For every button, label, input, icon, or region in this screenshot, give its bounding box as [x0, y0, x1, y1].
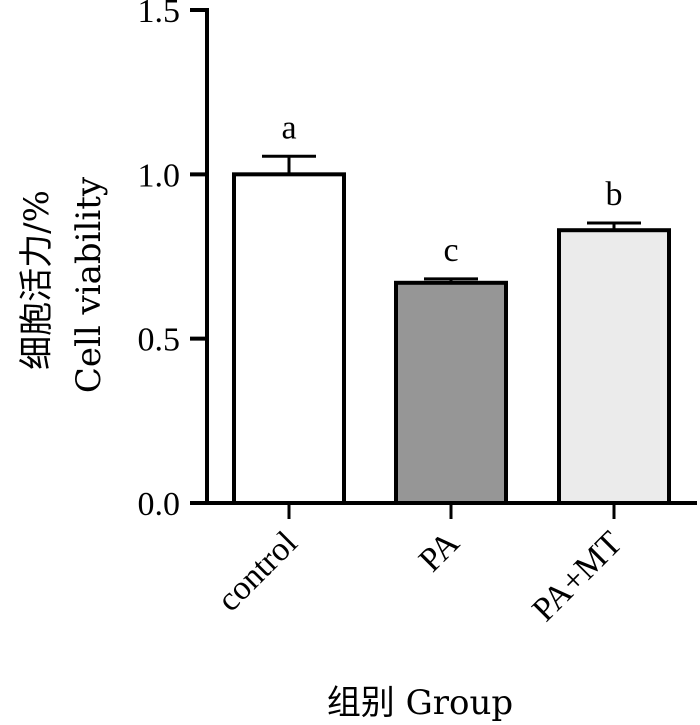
y-tick-label: 1.0 — [138, 157, 181, 194]
x-tick-label: control — [210, 524, 304, 618]
significance-label: a — [281, 109, 296, 146]
significance-label: b — [606, 176, 623, 213]
x-tick-label: PA — [412, 524, 467, 579]
bar-control — [232, 172, 346, 505]
y-axis-title-english: Cell viability — [69, 176, 109, 393]
y-tick-label: 0.5 — [138, 322, 181, 359]
significance-labels-layer: a c b — [281, 109, 622, 269]
y-ticks-layer: 0.0 0.5 1.0 1.5 — [138, 0, 207, 523]
y-tick-label: 0.0 — [138, 486, 181, 523]
bar-pa-mt — [557, 228, 671, 505]
x-axis-title: 组别 Group — [327, 683, 513, 723]
y-tick-label: 1.5 — [138, 0, 181, 30]
x-tick-label: PA+MT — [525, 524, 629, 628]
x-ticks-layer: control PA PA+MT — [210, 503, 630, 629]
error-bars-layer — [262, 154, 641, 283]
bar-pa — [394, 280, 508, 505]
significance-label: c — [443, 232, 458, 269]
y-axis-title-chinese: 细胞活力/% — [17, 190, 57, 370]
